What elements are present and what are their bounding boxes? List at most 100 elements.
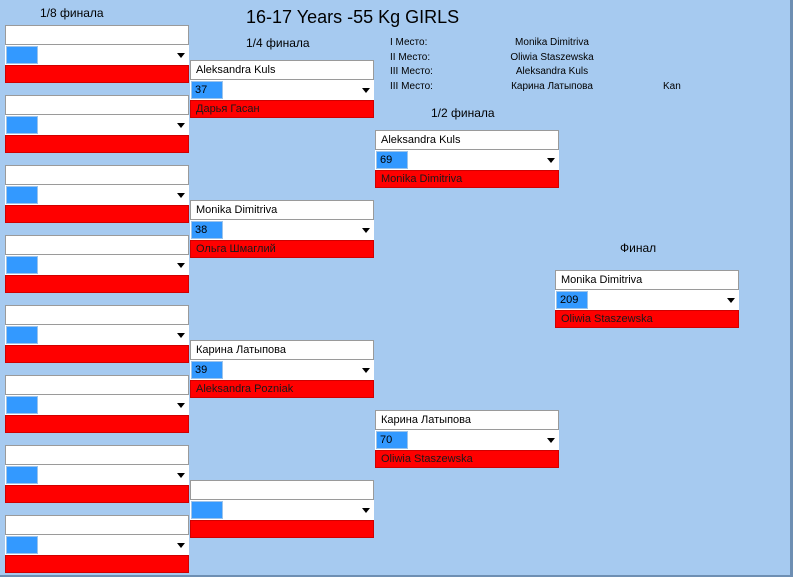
bout-number-box [6, 326, 38, 344]
qf-match-4 [190, 480, 374, 538]
round-label-final: Финал [620, 241, 657, 255]
chevron-down-icon[interactable] [177, 473, 185, 478]
top-competitor-field[interactable] [5, 305, 189, 325]
chevron-down-icon[interactable] [177, 543, 185, 548]
chevron-down-icon[interactable] [362, 368, 370, 373]
bout-number-select[interactable] [5, 465, 189, 486]
place-extra: Kan [663, 81, 681, 92]
bottom-competitor-field[interactable] [5, 205, 189, 223]
top-competitor-name: Aleksandra Kuls [196, 64, 276, 76]
bout-number-select[interactable]: 39 [190, 360, 374, 381]
place-label: III Место: [390, 81, 433, 92]
bout-number-select[interactable]: 69 [375, 150, 559, 171]
bottom-competitor-field[interactable] [5, 555, 189, 573]
bout-number-box: 70 [376, 431, 408, 449]
sf-match-2: Карина Латыпова 70 Oliwia Staszewska [375, 410, 559, 468]
bottom-competitor-field[interactable]: Ольга Шмаглий [190, 240, 374, 258]
r16-match-2 [5, 95, 189, 153]
bout-number-select[interactable] [5, 255, 189, 276]
bottom-competitor-field[interactable] [5, 135, 189, 153]
qf-match-1: Aleksandra Kuls 37 Дарья Гасан [190, 60, 374, 118]
bout-number-box [6, 466, 38, 484]
bout-number-select[interactable] [5, 185, 189, 206]
bottom-competitor-field[interactable] [5, 415, 189, 433]
top-competitor-field[interactable] [5, 375, 189, 395]
top-competitor-field[interactable] [190, 480, 374, 500]
top-competitor-field[interactable]: Monika Dimitriva [190, 200, 374, 220]
top-competitor-field[interactable] [5, 235, 189, 255]
bout-number-box [6, 46, 38, 64]
bout-number-select[interactable]: 38 [190, 220, 374, 241]
top-competitor-field[interactable] [5, 445, 189, 465]
bout-number: 39 [195, 364, 208, 376]
bout-number-select[interactable]: 70 [375, 430, 559, 451]
sf-match-1: Aleksandra Kuls 69 Monika Dimitriva [375, 130, 559, 188]
chevron-down-icon[interactable] [727, 298, 735, 303]
bottom-competitor-field[interactable] [5, 275, 189, 293]
top-competitor-field[interactable] [5, 25, 189, 45]
top-competitor-field[interactable] [5, 95, 189, 115]
chevron-down-icon[interactable] [177, 123, 185, 128]
round-label-r16: 1/8 финала [40, 6, 104, 20]
chevron-down-icon[interactable] [177, 333, 185, 338]
top-competitor-field[interactable]: Карина Латыпова [375, 410, 559, 430]
bout-number-select[interactable] [5, 325, 189, 346]
top-competitor-name: Карина Латыпова [196, 344, 286, 356]
bout-number: 38 [195, 224, 208, 236]
bottom-competitor-field[interactable] [5, 65, 189, 83]
top-competitor-name: Monika Dimitriva [196, 204, 278, 216]
bout-number-box: 209 [556, 291, 588, 309]
bottom-competitor-field[interactable]: Дарья Гасан [190, 100, 374, 118]
qf-match-3: Карина Латыпова 39 Aleksandra Pozniak [190, 340, 374, 398]
r16-match-7 [5, 445, 189, 503]
bottom-competitor-field[interactable]: Oliwia Staszewska [555, 310, 739, 328]
window-frame-right [790, 0, 793, 577]
bottom-competitor-field[interactable]: Oliwia Staszewska [375, 450, 559, 468]
bottom-competitor-name: Oliwia Staszewska [561, 313, 653, 325]
chevron-down-icon[interactable] [177, 263, 185, 268]
qf-match-2: Monika Dimitriva 38 Ольга Шмаглий [190, 200, 374, 258]
bout-number-select[interactable] [5, 535, 189, 556]
bout-number-select[interactable] [5, 395, 189, 416]
bottom-competitor-field[interactable] [5, 485, 189, 503]
r16-match-5 [5, 305, 189, 363]
bout-number-box [6, 396, 38, 414]
bottom-competitor-field[interactable] [190, 520, 374, 538]
bottom-competitor-field[interactable]: Aleksandra Pozniak [190, 380, 374, 398]
top-competitor-field[interactable]: Aleksandra Kuls [190, 60, 374, 80]
bottom-competitor-name: Ольга Шмаглий [196, 243, 276, 255]
bout-number-box: 38 [191, 221, 223, 239]
bout-number-box: 37 [191, 81, 223, 99]
bottom-competitor-field[interactable] [5, 345, 189, 363]
window-frame-bottom [0, 575, 793, 577]
chevron-down-icon[interactable] [362, 228, 370, 233]
chevron-down-icon[interactable] [177, 53, 185, 58]
bout-number-select[interactable] [5, 115, 189, 136]
chevron-down-icon[interactable] [177, 193, 185, 198]
chevron-down-icon[interactable] [547, 438, 555, 443]
bout-number-select[interactable]: 209 [555, 290, 739, 311]
bottom-competitor-name: Дарья Гасан [196, 103, 260, 115]
bout-number-box [6, 536, 38, 554]
top-competitor-field[interactable]: Карина Латыпова [190, 340, 374, 360]
top-competitor-name: Aleksandra Kuls [381, 134, 461, 146]
place-name: Aleksandra Kuls [515, 66, 589, 77]
page-title: 16-17 Years -55 Kg GIRLS [246, 7, 460, 27]
top-competitor-name: Monika Dimitriva [561, 274, 643, 286]
bout-number-box: 39 [191, 361, 223, 379]
chevron-down-icon[interactable] [362, 508, 370, 513]
top-competitor-field[interactable]: Monika Dimitriva [555, 270, 739, 290]
chevron-down-icon[interactable] [177, 403, 185, 408]
chevron-down-icon[interactable] [547, 158, 555, 163]
top-competitor-field[interactable] [5, 515, 189, 535]
r16-match-1 [5, 25, 189, 83]
bout-number-select[interactable]: 37 [190, 80, 374, 101]
chevron-down-icon[interactable] [362, 88, 370, 93]
top-competitor-field[interactable]: Aleksandra Kuls [375, 130, 559, 150]
bottom-competitor-field[interactable]: Monika Dimitriva [375, 170, 559, 188]
bout-number-select[interactable] [5, 45, 189, 66]
top-competitor-field[interactable] [5, 165, 189, 185]
top-competitor-name: Карина Латыпова [381, 414, 471, 426]
bout-number: 70 [380, 434, 393, 446]
bout-number-select[interactable] [190, 500, 374, 521]
